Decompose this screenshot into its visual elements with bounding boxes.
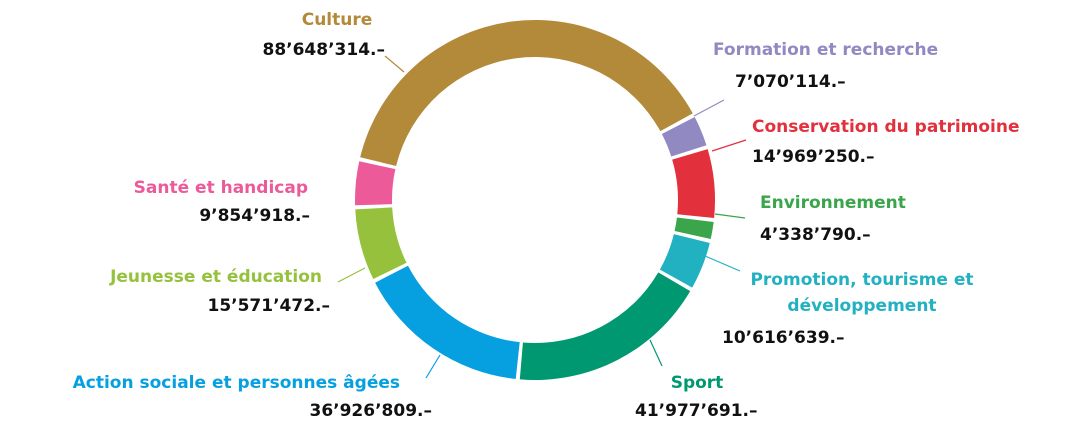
category-label: Action sociale et personnes âgées xyxy=(72,373,400,393)
value-label: 36’926’809.– xyxy=(309,401,432,421)
leader-line xyxy=(704,255,741,272)
donut-segment xyxy=(355,161,396,206)
leader-line xyxy=(337,267,366,283)
leader-line xyxy=(711,139,747,152)
donut-segment xyxy=(659,234,710,288)
category-label: Formation et recherche xyxy=(713,40,939,60)
category-label: Jeunesse et éducation xyxy=(110,267,322,287)
leader-line xyxy=(714,213,746,219)
donut-segment xyxy=(672,149,715,218)
category-label: Conservation du patrimoine xyxy=(752,117,1020,137)
value-label: 4’338’790.– xyxy=(760,225,871,245)
value-label: 14’969’250.– xyxy=(752,147,875,167)
category-label: Promotion, tourisme et développement xyxy=(750,270,974,316)
donut-segment xyxy=(355,207,407,280)
value-label: 88’648’314.– xyxy=(262,40,385,60)
category-label: Culture xyxy=(301,10,373,30)
value-label: 7’070’114.– xyxy=(735,72,846,92)
value-label: 10’616’639.– xyxy=(722,328,845,348)
donut-segment xyxy=(375,265,520,379)
category-label: Santé et handicap xyxy=(133,178,308,198)
donut-segment xyxy=(674,217,714,239)
value-label: 15’571’472.– xyxy=(207,296,330,316)
leader-line xyxy=(425,354,441,379)
donut-segment xyxy=(360,19,693,167)
leader-line xyxy=(693,99,725,117)
leader-line xyxy=(384,55,405,73)
value-label: 9’854’918.– xyxy=(199,206,310,226)
category-label: Environnement xyxy=(760,193,906,213)
category-label: Sport xyxy=(670,373,724,393)
value-label: 41’977’691.– xyxy=(635,401,758,421)
donut-segment xyxy=(519,272,691,380)
leader-line xyxy=(649,339,663,367)
donut-segment xyxy=(661,116,707,157)
